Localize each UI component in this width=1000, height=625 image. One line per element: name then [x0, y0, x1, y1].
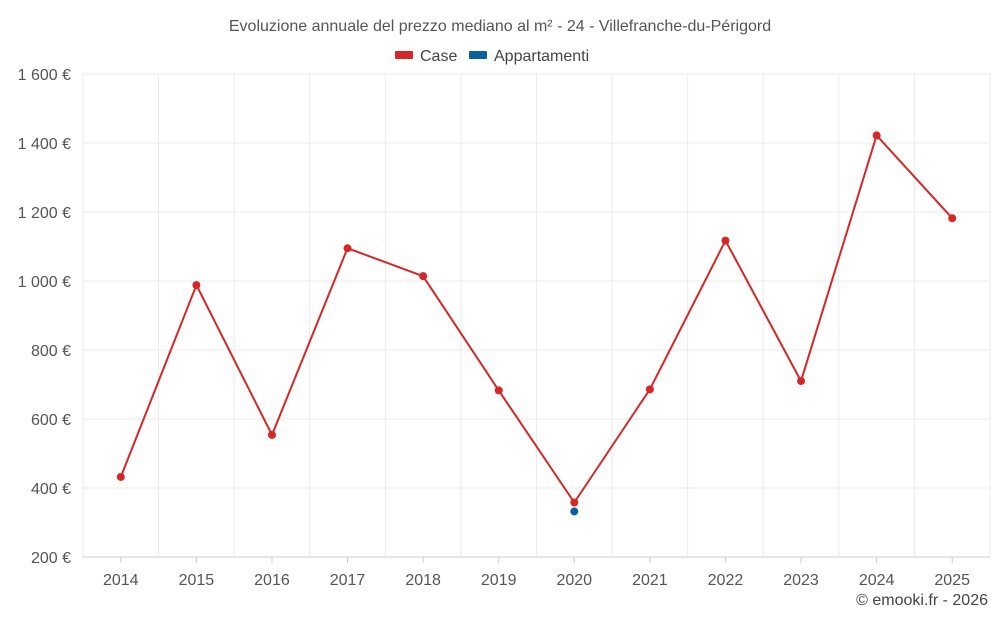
- data-point-case: [267, 430, 276, 439]
- x-tick-label: 2016: [254, 572, 290, 589]
- y-tick-label: 1 400 €: [18, 136, 71, 153]
- y-tick-label: 400 €: [31, 481, 71, 498]
- x-axis: 2014 2015 2016 2017 2018 2019 2020 2021 2022 2023…: [83, 556, 990, 589]
- series-line-case: [119, 134, 953, 504]
- x-tick-label: 2019: [481, 572, 517, 589]
- legend-swatch-case: [395, 51, 413, 59]
- data-point-case: [419, 272, 428, 281]
- chart-title: Evoluzione annuale del prezzo mediano al…: [229, 18, 771, 35]
- x-tick-label: 2015: [179, 572, 215, 589]
- y-tick-label: 1 200 €: [18, 205, 71, 222]
- y-tick-label: 800 €: [31, 343, 71, 360]
- x-tick-label: 2023: [783, 572, 819, 589]
- y-axis: 200 € 400 € 600 € 800 € 1 000 € 1 200 € 1 400 …: [18, 67, 71, 567]
- data-point-appartamenti: [570, 507, 579, 516]
- grid: [82, 73, 991, 557]
- data-point-case: [797, 377, 806, 386]
- x-tick-label: 2021: [632, 572, 668, 589]
- legend: Case Appartamenti: [395, 48, 589, 65]
- data-point-case: [872, 131, 881, 140]
- data-point-case: [343, 244, 352, 253]
- data-point-case: [645, 385, 654, 394]
- legend-swatch-appartamenti: [469, 51, 487, 59]
- data-point-case: [721, 236, 730, 245]
- data-point-case: [192, 281, 201, 290]
- x-tick-label: 2025: [934, 572, 970, 589]
- data-point-case: [948, 214, 957, 223]
- x-tick-label: 2024: [859, 572, 895, 589]
- data-point-case: [570, 498, 579, 507]
- y-tick-label: 1 600 €: [18, 67, 71, 84]
- x-tick-label: 2017: [330, 572, 366, 589]
- y-tick-label: 200 €: [31, 550, 71, 567]
- legend-label-case: Case: [420, 48, 457, 65]
- legend-label-appartamenti: Appartamenti: [494, 48, 589, 65]
- data-point-case: [116, 472, 125, 481]
- y-tick-label: 600 €: [31, 412, 71, 429]
- plot-area: [116, 131, 957, 516]
- data-point-case: [494, 386, 503, 395]
- credit: © emooki.fr - 2026: [856, 592, 988, 609]
- x-tick-label: 2014: [103, 572, 139, 589]
- x-tick-label: 2022: [708, 572, 744, 589]
- y-tick-label: 1 000 €: [18, 274, 71, 291]
- x-tick-label: 2020: [556, 572, 592, 589]
- x-tick-label: 2018: [405, 572, 441, 589]
